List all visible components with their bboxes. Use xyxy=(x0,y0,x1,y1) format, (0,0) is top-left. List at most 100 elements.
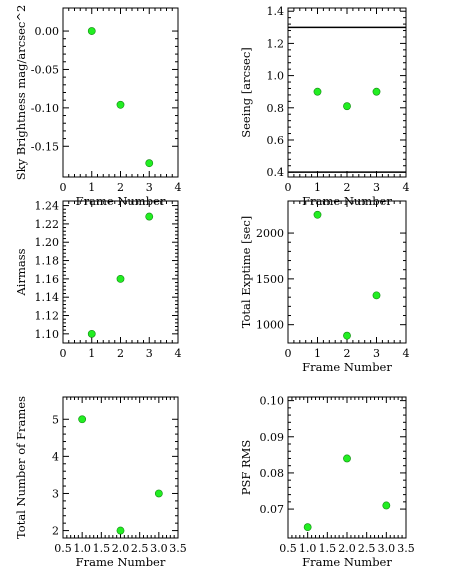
x-tick-label: 2.5 xyxy=(131,542,149,555)
x-tick-label: 2.0 xyxy=(338,542,356,555)
x-tick-label: 0 xyxy=(60,347,67,360)
x-tick-label: 2.0 xyxy=(112,542,130,555)
plot-frame xyxy=(287,200,407,344)
x-tick-label: 0.5 xyxy=(54,542,72,555)
x-tick-label: 2.5 xyxy=(358,542,376,555)
data-point xyxy=(78,415,87,424)
plot-frame xyxy=(62,7,179,178)
y-axis-title: Total Exptime [sec] xyxy=(239,216,253,329)
x-axis-title: Frame Number xyxy=(302,360,392,374)
x-tick-label: 1 xyxy=(88,347,95,360)
y-tick-label: 0.6 xyxy=(267,134,285,147)
x-axis-title: Frame Number xyxy=(302,555,392,566)
y-tick-label: 1.18 xyxy=(35,255,60,268)
x-tick-label: 1.0 xyxy=(299,542,317,555)
plot-frame xyxy=(287,396,407,539)
data-point xyxy=(343,454,351,463)
x-tick-label: 1.0 xyxy=(73,542,91,555)
plot-panel-6: 0.5 1.0 1.5 2.0 2.5 3.0 3.5 0.07 0.08 0.09 0.10 Fra… xyxy=(239,395,415,566)
y-tick-label: -0.10 xyxy=(31,102,59,115)
x-tick-label: 4 xyxy=(403,347,410,360)
y-tick-label: 2 xyxy=(52,525,59,538)
data-point xyxy=(116,100,125,109)
data-point xyxy=(154,489,163,498)
data-point xyxy=(87,329,96,338)
y-tick-label: 4 xyxy=(52,450,59,463)
y-axis-title: PSF RMS xyxy=(239,440,253,496)
data-point xyxy=(313,210,322,219)
data-point xyxy=(116,526,125,535)
y-axis-title: Sky Brightness mag/arcsec^2 xyxy=(14,5,28,181)
y-tick-label: 1.0 xyxy=(267,70,285,83)
x-tick-label: 2 xyxy=(117,181,124,194)
data-point xyxy=(145,212,154,221)
y-tick-label: 1.24 xyxy=(35,200,60,213)
x-tick-label: 1 xyxy=(314,347,321,360)
data-point xyxy=(382,501,391,510)
y-tick-label: 1.10 xyxy=(35,328,60,341)
data-point xyxy=(343,331,351,340)
y-tick-label: 0.07 xyxy=(260,503,285,516)
x-tick-label: 0 xyxy=(285,347,292,360)
y-tick-label: 1.14 xyxy=(35,291,60,304)
x-tick-label: 3.5 xyxy=(169,542,187,555)
data-point xyxy=(372,87,381,96)
x-axis-title: Frame Number xyxy=(76,555,166,566)
y-axis-title: Airmass xyxy=(14,248,28,296)
x-tick-label: 2 xyxy=(344,347,351,360)
y-tick-label: 1.20 xyxy=(35,236,60,249)
y-tick-label: 0.09 xyxy=(260,431,285,444)
y-tick-label: 1500 xyxy=(256,273,284,286)
y-tick-label: 1.16 xyxy=(35,273,60,286)
y-tick-label: 0.4 xyxy=(267,166,285,179)
plot-frame xyxy=(287,7,407,178)
y-tick-label: 1.4 xyxy=(267,5,285,18)
data-point xyxy=(145,159,154,168)
x-tick-label: 3.5 xyxy=(397,542,415,555)
data-point xyxy=(116,274,125,283)
plot-frame xyxy=(62,200,179,344)
y-tick-label: 0.8 xyxy=(267,102,285,115)
plot-panel-4: 0 1 2 3 4 1000 1500 2000 Frame Number Total Expti… xyxy=(239,200,410,374)
y-tick-label: 0.10 xyxy=(260,395,285,408)
x-tick-label: 2 xyxy=(117,347,124,360)
y-tick-label: 0.08 xyxy=(260,467,285,480)
y-tick-label: -0.15 xyxy=(31,140,59,153)
y-tick-label: 0.00 xyxy=(35,25,60,38)
x-tick-label: 0 xyxy=(285,181,292,194)
x-tick-label: 3.0 xyxy=(150,542,168,555)
x-tick-label: 3.0 xyxy=(378,542,396,555)
data-point xyxy=(87,27,96,35)
x-tick-label: 4 xyxy=(175,181,182,194)
x-tick-label: 3 xyxy=(373,181,380,194)
y-tick-label: 3 xyxy=(52,487,59,500)
y-tick-label: 1.2 xyxy=(267,37,285,50)
x-tick-label: 0.5 xyxy=(279,542,297,555)
plot-panel-3: 0 1 2 3 4 1.10 1.12 1.14 1.16 1.18 1.20 1.22 1.24 Air… xyxy=(14,200,182,360)
y-tick-label: 1000 xyxy=(256,319,284,332)
x-tick-label: 1 xyxy=(314,181,321,194)
x-tick-label: 4 xyxy=(175,347,182,360)
data-point xyxy=(313,87,322,96)
data-point xyxy=(343,102,351,111)
x-tick-label: 2 xyxy=(344,181,351,194)
x-tick-label: 4 xyxy=(403,181,410,194)
y-axis-title: Total Number of Frames xyxy=(14,396,28,539)
x-tick-label: 3 xyxy=(146,181,153,194)
plot-panel-5: 0.5 1.0 1.5 2.0 2.5 3.0 3.5 2 3 4 5 Frame Number Tot… xyxy=(14,396,187,566)
y-tick-label: 2000 xyxy=(256,227,284,240)
x-tick-label: 0 xyxy=(60,181,67,194)
y-axis-title: Seeing [arcsec] xyxy=(239,47,253,138)
x-tick-label: 1 xyxy=(88,181,95,194)
data-point xyxy=(372,291,381,300)
x-tick-label: 3 xyxy=(146,347,153,360)
y-tick-label: 1.22 xyxy=(35,218,60,231)
y-tick-label: 1.12 xyxy=(35,310,60,323)
y-tick-label: 5 xyxy=(52,413,59,426)
data-point xyxy=(303,523,312,532)
x-tick-label: 3 xyxy=(373,347,380,360)
y-tick-label: -0.05 xyxy=(31,63,59,76)
